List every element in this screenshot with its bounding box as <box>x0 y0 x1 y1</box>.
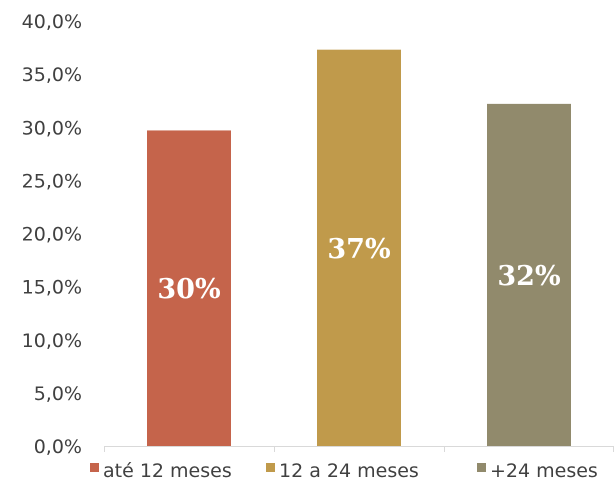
y-tick-label: 0,0% <box>34 436 82 458</box>
y-tick-label: 15,0% <box>22 277 82 299</box>
data-labels: 30% 37% 32% <box>157 234 560 305</box>
bar-data-label: 32% <box>497 261 560 292</box>
bar-data-label: 37% <box>327 234 390 265</box>
y-tick-label: 35,0% <box>22 64 82 86</box>
legend-label: 12 a 24 meses <box>279 460 419 482</box>
legend-swatch <box>266 463 275 472</box>
legend-swatch <box>477 463 486 472</box>
legend-label: +24 meses <box>490 460 598 482</box>
bar <box>487 103 571 446</box>
bar-data-label: 30% <box>157 274 220 305</box>
y-tick-label: 5,0% <box>34 383 82 405</box>
y-tick-label: 30,0% <box>22 117 82 139</box>
legend: até 12 meses 12 a 24 meses +24 meses <box>90 460 598 482</box>
y-tick-label: 40,0% <box>22 11 82 33</box>
x-axis <box>104 446 614 452</box>
legend-label: até 12 meses <box>103 460 232 482</box>
bar <box>147 130 231 446</box>
y-axis: 0,0% 5,0% 10,0% 15,0% 20,0% 25,0% 30,0% 35,0% 40… <box>22 11 82 458</box>
y-tick-label: 20,0% <box>22 224 82 246</box>
bar <box>317 49 401 446</box>
bars <box>147 49 571 446</box>
y-tick-label: 25,0% <box>22 170 82 192</box>
y-tick-label: 10,0% <box>22 330 82 352</box>
legend-swatch <box>90 463 99 472</box>
